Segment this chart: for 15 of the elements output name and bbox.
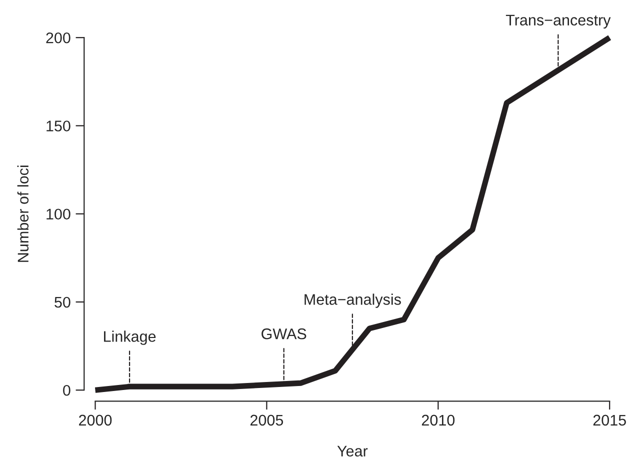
y-tick-label: 150 <box>46 120 70 132</box>
y-tick-label: 0 <box>63 384 70 396</box>
x-tick-label: 2000 <box>79 414 112 426</box>
x-tick-label: 2010 <box>422 414 455 426</box>
y-tick-label: 200 <box>46 32 70 44</box>
x-tick-label: 2005 <box>250 414 284 426</box>
x-tick-label: 2015 <box>593 414 626 426</box>
annotation: Meta−analysis <box>304 294 401 308</box>
annotation: Linkage <box>104 330 156 345</box>
y-tick-label: 100 <box>46 208 70 220</box>
x-axis-title: Year <box>337 446 368 457</box>
annotation: GWAS <box>262 328 306 340</box>
y-axis-title: Number of loci <box>17 166 29 262</box>
annotation: Trans−ancestry <box>506 14 611 29</box>
y-tick-label: 50 <box>54 296 70 308</box>
